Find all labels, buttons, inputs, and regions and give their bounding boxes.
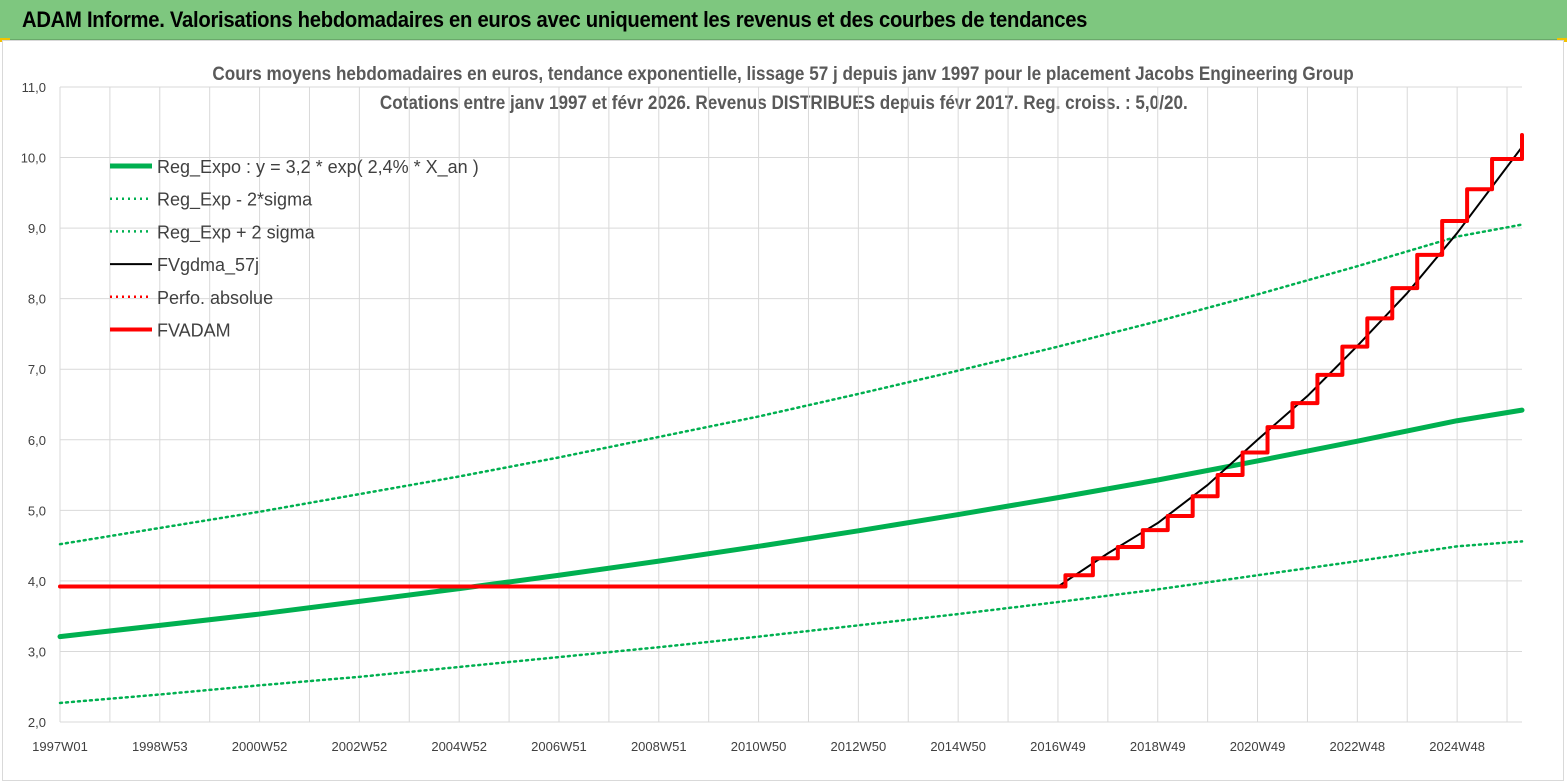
y-tick-label: 5,0 (28, 503, 46, 518)
x-tick-label: 2008W51 (631, 739, 687, 754)
report-title: ADAM Informe. Valorisations hebdomadaire… (22, 7, 1088, 32)
x-tick-label: 2004W52 (431, 739, 487, 754)
series-line-1 (57, 407, 1525, 640)
series-lines (57, 132, 1525, 705)
series-line-2 (58, 540, 1524, 705)
legend-label: Reg_Exp - 2*sigma (157, 190, 313, 211)
x-tick-label: 2012W50 (831, 739, 887, 754)
x-tick-label: 1997W01 (32, 739, 88, 754)
x-tick-label: 1998W53 (132, 739, 188, 754)
report-banner: ADAM Informe. Valorisations hebdomadaire… (0, 0, 1567, 40)
legend-label: Reg_Exp + 2 sigma (157, 222, 316, 243)
x-tick-label: 2014W50 (930, 739, 986, 754)
chart-title: Cours moyens hebdomadaires en euros, ten… (212, 64, 1355, 85)
y-tick-label: 7,0 (28, 362, 46, 377)
legend-label: Reg_Expo : y = 3,2 * exp( 2,4% * X_an ) (157, 157, 479, 178)
legend-label: FVADAM (157, 321, 231, 341)
x-tick-label: 2020W49 (1230, 739, 1286, 754)
y-tick-label: 6,0 (28, 433, 46, 448)
y-tick-label: 3,0 (28, 644, 46, 659)
y-tick-label: 10,0 (21, 151, 46, 166)
y-tick-label: 2,0 (28, 715, 46, 730)
x-tick-label: 2024W48 (1429, 739, 1485, 754)
chart-frame (2, 40, 1564, 781)
legend-label: FVgdma_57j (157, 255, 259, 276)
y-tick-label: 11,0 (22, 80, 46, 95)
x-tick-label: 2002W52 (332, 739, 388, 754)
y-tick-label: 4,0 (28, 574, 46, 589)
y-tick-label: 8,0 (28, 292, 46, 307)
series-line-6 (58, 132, 1524, 589)
legend-label: Perfo. absolue (157, 288, 273, 308)
legend: Reg_Expo : y = 3,2 * exp( 2,4% * X_an ) R… (110, 157, 479, 341)
axis-labels: 2,0 3,0 4,0 5,0 6,0 7,0 8,0 9,0 10,0 11,0 1997W01 1… (21, 80, 1485, 754)
y-tick-label: 9,0 (28, 221, 46, 236)
chart-subtitle: Cotations entre janv 1997 et févr 2026. … (379, 93, 1188, 114)
x-tick-label: 2022W48 (1330, 739, 1386, 754)
series-line-3 (58, 223, 1524, 546)
x-tick-label: 2016W49 (1030, 739, 1086, 754)
x-tick-label: 2006W51 (531, 739, 587, 754)
gridlines (59, 86, 1522, 723)
x-tick-label: 2000W52 (232, 739, 288, 754)
series-line-4 (59, 145, 1523, 588)
x-tick-label: 2018W49 (1130, 739, 1186, 754)
x-tick-label: 2010W50 (731, 739, 787, 754)
